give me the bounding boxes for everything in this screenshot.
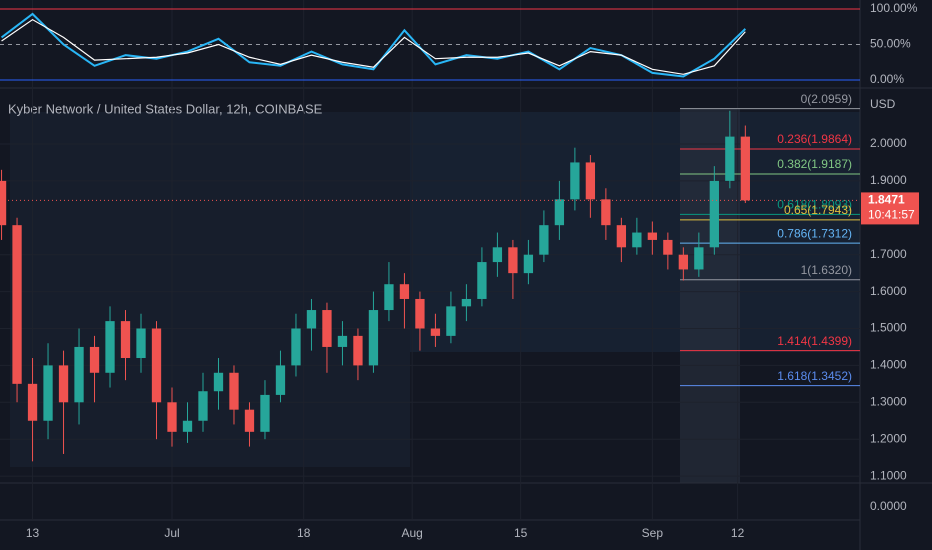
candle-body xyxy=(260,394,270,432)
candle-body xyxy=(43,365,53,421)
candle-body xyxy=(694,247,704,270)
y-tick-label: 1.2000 xyxy=(870,431,907,445)
x-tick-label: Sep xyxy=(642,526,664,540)
candle-body xyxy=(306,310,317,329)
candle-body xyxy=(508,247,518,274)
fib-label: 0(2.0959) xyxy=(801,92,852,106)
candle-body xyxy=(663,239,673,255)
profile-zone xyxy=(10,112,410,467)
candle-body xyxy=(601,199,611,226)
candle-body xyxy=(198,391,208,421)
osc-tick-label: 50.00% xyxy=(870,37,911,51)
candle-body xyxy=(353,335,363,366)
fib-label: 1(1.6320) xyxy=(801,263,852,277)
candle-body xyxy=(384,284,394,311)
candle-body xyxy=(399,284,410,299)
fib-label: 0.382(1.9187) xyxy=(777,157,852,171)
candle-body xyxy=(74,346,84,403)
candle-body xyxy=(632,232,642,248)
y-tick-label: 1.4000 xyxy=(870,358,907,372)
candle-body xyxy=(337,335,348,347)
countdown-label: 10:41:57 xyxy=(868,208,915,222)
osc-tick-label: 0.00% xyxy=(870,72,904,86)
y-tick-label: 1.5000 xyxy=(870,321,907,335)
fib-label: 0.618(1.8093) xyxy=(777,198,852,212)
fib-label: 0.786(1.7312) xyxy=(777,226,852,240)
candle-body xyxy=(167,402,177,432)
x-tick-label: 18 xyxy=(297,526,311,540)
candle-body xyxy=(136,328,146,359)
candle-body xyxy=(368,310,379,366)
candle-body xyxy=(740,136,750,201)
candle-body xyxy=(492,247,503,263)
last-price-box xyxy=(861,192,919,225)
candle-body xyxy=(523,254,534,274)
candle-body xyxy=(616,225,627,248)
candle-body xyxy=(182,420,193,432)
candle-body xyxy=(446,306,456,336)
last-price-label: 1.8471 xyxy=(868,193,905,207)
candle-body xyxy=(430,328,441,336)
candle-body xyxy=(477,262,487,299)
osc-line xyxy=(1,18,746,75)
candle-body xyxy=(213,372,224,392)
fib-label: 1.618(1.3452) xyxy=(777,369,852,383)
candle-body xyxy=(58,365,69,403)
profile-zone xyxy=(410,112,860,352)
fib-label: 0.236(1.9864) xyxy=(777,132,852,146)
x-tick-label: 15 xyxy=(514,526,528,540)
y-tick-label: 1.9000 xyxy=(870,173,907,187)
candle-body xyxy=(554,199,565,226)
candle-body xyxy=(0,180,7,226)
osc-tick-label: 100.00% xyxy=(870,1,918,15)
fib-label: 1.414(1.4399) xyxy=(777,334,852,348)
candle-body xyxy=(461,298,472,307)
x-tick-label: 13 xyxy=(26,526,40,540)
candle-body xyxy=(27,383,38,421)
fib-label: 0.65(1.7943) xyxy=(784,203,852,217)
candle-body xyxy=(151,328,162,403)
candle-body xyxy=(725,136,735,181)
candle-body xyxy=(12,225,22,384)
candle-body xyxy=(275,365,286,395)
candle-body xyxy=(647,232,658,240)
candle-body xyxy=(539,225,549,255)
candle-body xyxy=(585,162,596,200)
y-tick-label: 1.3000 xyxy=(870,394,907,408)
candle-body xyxy=(89,346,100,373)
x-tick-label: Jul xyxy=(164,526,179,540)
candle-body xyxy=(322,310,332,347)
candle-body xyxy=(105,321,115,373)
candle-body xyxy=(229,372,239,410)
candle-body xyxy=(570,162,580,200)
candle-body xyxy=(120,321,131,359)
candle-body xyxy=(291,328,301,366)
candle-body xyxy=(244,409,255,432)
candle-body xyxy=(678,254,688,270)
candle-body xyxy=(709,180,719,248)
y-tick-label: 1.1000 xyxy=(870,468,907,482)
y-tick-label: 1.6000 xyxy=(870,284,907,298)
candle-body xyxy=(415,298,425,329)
currency: USD xyxy=(870,97,896,111)
lower-tick-label: 0.0000 xyxy=(870,499,907,513)
symbol-title: Kyber Network / United States Dollar, 12… xyxy=(8,101,323,116)
x-tick-label: Aug xyxy=(402,526,423,540)
x-tick-label: 12 xyxy=(731,526,745,540)
y-tick-label: 1.7000 xyxy=(870,247,907,261)
y-tick-label: 2.0000 xyxy=(870,136,907,150)
